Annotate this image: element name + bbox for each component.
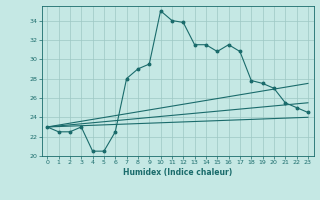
X-axis label: Humidex (Indice chaleur): Humidex (Indice chaleur) — [123, 168, 232, 177]
